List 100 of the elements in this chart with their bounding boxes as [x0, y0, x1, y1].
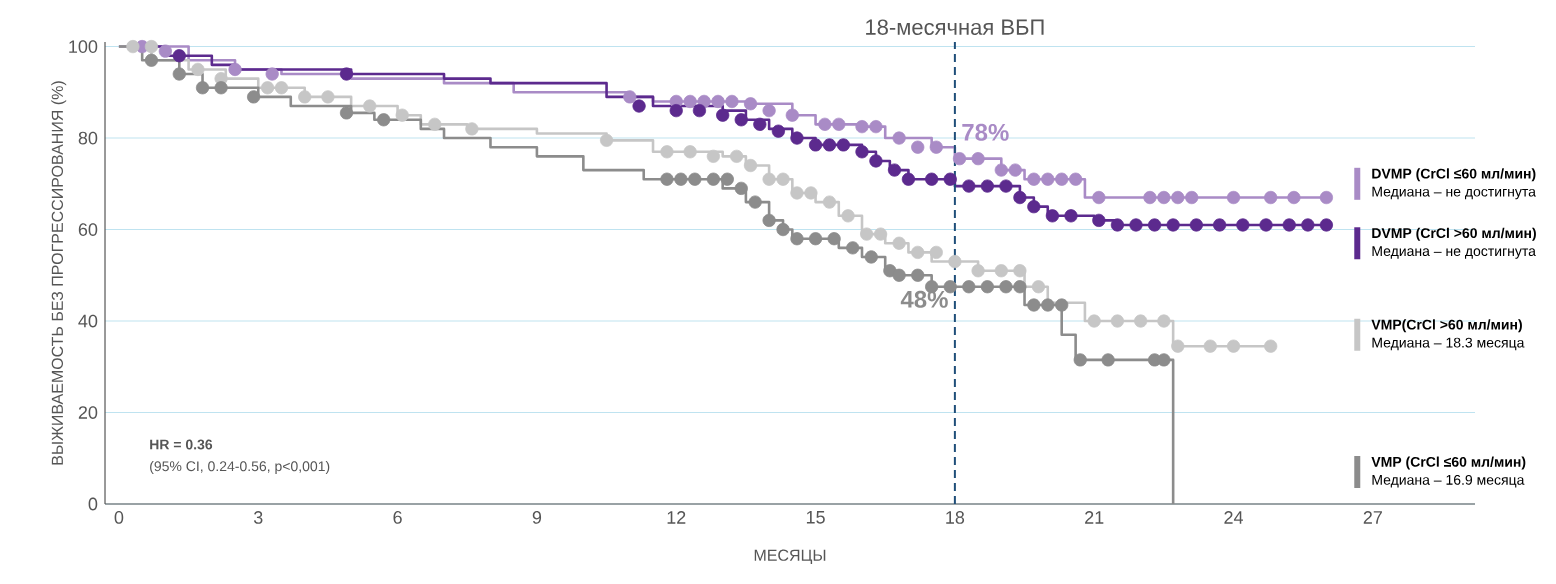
x-tick-label: 3: [253, 511, 263, 524]
y-axis-title: ВЫЖИВАЕМОСТЬ БЕЗ ПРОГРЕССИРОВАНИЯ (%): [51, 81, 67, 465]
x-tick-label: 21: [1085, 511, 1104, 524]
point: [706, 149, 720, 163]
point: [818, 117, 832, 131]
point: [1087, 314, 1101, 328]
point: [195, 81, 210, 95]
point: [748, 195, 762, 209]
point: [1013, 190, 1027, 205]
point: [660, 145, 674, 159]
point: [962, 280, 976, 294]
x-tick-label: 0: [114, 511, 124, 524]
point: [1157, 190, 1171, 205]
point: [808, 138, 823, 152]
y-tick-label: 100: [69, 40, 98, 53]
point: [260, 81, 275, 95]
point: [911, 268, 925, 282]
point: [887, 163, 902, 177]
point: [1287, 190, 1301, 205]
point: [1157, 314, 1171, 328]
point: [1031, 280, 1046, 294]
y-tick-label: 0: [88, 497, 98, 511]
point: [743, 97, 758, 111]
point: [994, 264, 1008, 278]
point: [1129, 218, 1143, 232]
point: [298, 90, 312, 104]
point: [1259, 218, 1273, 232]
point: [822, 195, 837, 209]
point: [228, 62, 242, 77]
point: [1027, 172, 1041, 186]
point: [1171, 190, 1185, 205]
point: [911, 140, 925, 154]
point: [623, 90, 637, 104]
point: [892, 268, 906, 282]
point: [869, 120, 883, 134]
point: [790, 131, 804, 145]
annotation: (95% CI, 0.24-0.56, p<0,001): [150, 460, 330, 474]
point: [785, 108, 799, 122]
point: [734, 113, 748, 127]
x-axis-title: МЕСЯЦЫ: [754, 549, 826, 564]
point: [428, 117, 442, 131]
point: [943, 172, 957, 186]
point: [971, 152, 985, 166]
point: [158, 44, 172, 58]
point: [191, 62, 205, 77]
point: [1069, 172, 1083, 186]
point: [1134, 314, 1148, 328]
annotation: HR = 0.36: [150, 439, 213, 450]
point: [971, 264, 985, 278]
point: [706, 172, 720, 186]
point: [999, 280, 1013, 294]
point: [1013, 264, 1027, 278]
point: [1008, 163, 1022, 177]
point: [762, 172, 776, 186]
point: [1301, 218, 1315, 232]
point: [892, 236, 906, 250]
point: [1212, 218, 1227, 232]
point: [144, 53, 159, 67]
point: [1027, 200, 1041, 214]
point: [1264, 190, 1278, 205]
point: [214, 81, 228, 95]
point: [846, 241, 860, 255]
annotation: Медиана – не достигнута: [1372, 246, 1536, 259]
legend-label: VMP(CrCl >60 мл/мин): [1371, 319, 1522, 333]
point: [1092, 190, 1106, 205]
point: [929, 140, 943, 154]
point: [669, 104, 683, 118]
x-tick-label: 18: [946, 511, 965, 524]
point: [1110, 218, 1125, 232]
point: [1027, 298, 1041, 312]
point: [925, 172, 939, 186]
point: [1055, 172, 1069, 186]
point: [321, 90, 335, 104]
point: [1189, 218, 1203, 232]
legend-label: DVMP (CrCl ≤60 мл/мин): [1372, 168, 1536, 182]
point: [771, 124, 786, 138]
point: [776, 222, 790, 237]
y-tick-label: 80: [78, 131, 98, 145]
point: [674, 172, 688, 186]
point: [869, 154, 883, 168]
point: [790, 232, 804, 246]
point: [855, 120, 869, 134]
point: [126, 39, 140, 54]
point: [711, 94, 725, 109]
point: [1264, 339, 1278, 353]
point: [841, 209, 855, 223]
annotation: 78%: [962, 123, 1009, 141]
annotation: Медиана – не достигнута: [1372, 186, 1536, 200]
x-tick-label: 6: [393, 511, 402, 524]
point: [892, 131, 906, 145]
point: [980, 179, 994, 193]
point: [1092, 213, 1106, 227]
point: [632, 99, 646, 113]
point: [1171, 339, 1185, 353]
point: [599, 133, 614, 147]
point: [901, 172, 916, 186]
point: [822, 138, 837, 152]
point: [860, 227, 874, 241]
point: [339, 67, 354, 81]
point: [1157, 353, 1171, 367]
